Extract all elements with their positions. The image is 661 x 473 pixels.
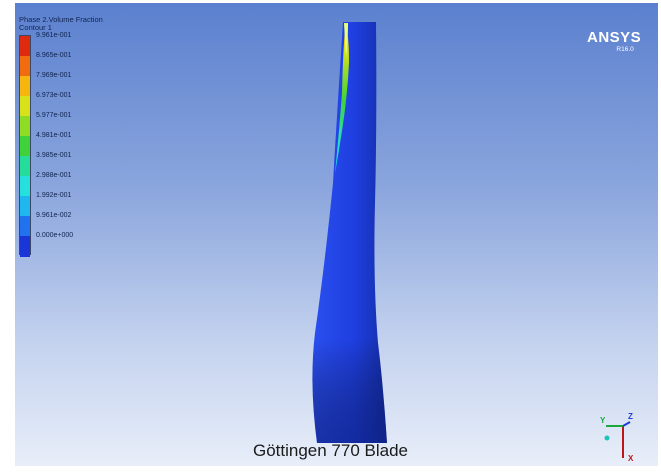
colorbar-segment [20,116,30,137]
ansys-logo: ANSYS R16.0 [587,29,642,54]
legend-title: Phase 2.Volume Fraction Contour 1 [19,16,103,32]
legend-tick-label: 9.961e-001 [36,32,72,39]
colorbar-segment [20,76,30,97]
graphics-viewport[interactable]: Phase 2.Volume Fraction Contour 1 9.961e… [15,3,658,466]
colorbar-segment [20,236,30,257]
legend-variable-name: Phase 2.Volume Fraction [19,15,103,24]
legend-tick-label: 0.000e+000 [36,232,74,239]
legend-tick-label: 7.969e-001 [36,72,72,79]
blade-tip-highlight [344,23,348,58]
colorbar-segment [20,136,30,157]
colorbar-segment [20,56,30,77]
blade-root-shading [312,183,387,443]
legend-tick-label: 8.965e-001 [36,52,72,59]
axis-z-label: Z [628,412,633,421]
colorbar-segment [20,216,30,237]
colorbar-segment [20,36,30,57]
logo-brand: ANSYS [587,29,642,46]
legend-tick-label: 9.961e-002 [36,212,72,219]
colorbar-segment [20,196,30,217]
logo-version: R16.0 [616,46,634,53]
legend-tick-label: 2.988e-001 [36,172,72,179]
axis-x-label: X [628,454,634,463]
figure-caption: Göttingen 770 Blade [252,441,408,460]
legend-tick-label: 4.981e-001 [36,132,72,139]
colorbar-segment [20,176,30,197]
colorbar-segment [20,156,30,177]
axis-triad: Y Z X [598,412,648,466]
legend-colorbar [19,35,31,257]
legend-tick-label: 3.985e-001 [36,152,72,159]
axis-y-label: Y [600,416,606,425]
legend-tick-label: 1.992e-001 [36,192,72,199]
legend-tick-label: 6.973e-001 [36,92,72,99]
legend-contour-name: Contour 1 [19,23,52,32]
blade-leading-edge-contour [335,28,349,173]
blade-model[interactable] [15,3,658,466]
legend-tick-label: 5.977e-001 [36,112,72,119]
triad-graphic [604,421,631,458]
colorbar-segment [20,96,30,117]
